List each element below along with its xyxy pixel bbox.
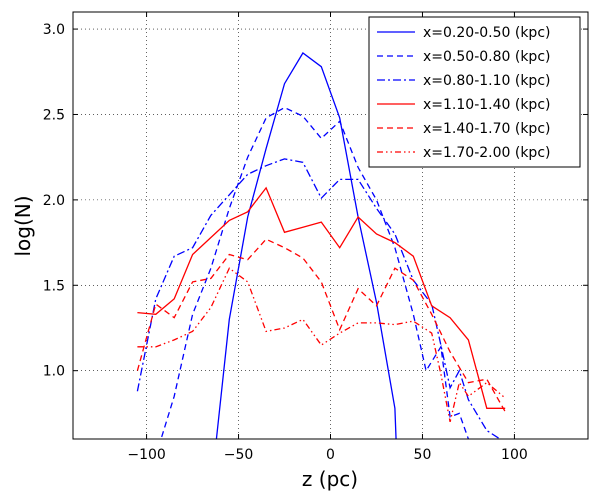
y-tick-label: 3.0 bbox=[43, 22, 65, 38]
legend-label: x=0.80-1.10 (kpc) bbox=[423, 73, 550, 89]
y-tick-label: 1.5 bbox=[43, 278, 65, 294]
series-line-1 bbox=[215, 52, 397, 439]
legend-label: x=1.40-1.70 (kpc) bbox=[423, 121, 550, 137]
y-tick-label: 2.5 bbox=[43, 107, 65, 123]
x-tick-label: −50 bbox=[224, 447, 254, 463]
y-tick-label: 2.0 bbox=[43, 193, 65, 209]
y-tick-label: 1.0 bbox=[43, 364, 65, 380]
x-tick-label: 100 bbox=[501, 447, 528, 463]
series-lines bbox=[136, 52, 506, 439]
legend-label: x=1.70-2.00 (kpc) bbox=[423, 145, 550, 161]
legend-label: x=0.20-0.50 (kpc) bbox=[423, 25, 550, 41]
axis-ticks: −100 −50 0 50 100 1.0 1.5 2.0 2.5 3.0 bbox=[43, 12, 588, 463]
series-line-3 bbox=[136, 158, 502, 439]
series-line-4 bbox=[137, 186, 506, 409]
x-tick-label: −100 bbox=[127, 447, 165, 463]
series-line-5 bbox=[136, 238, 506, 413]
x-tick-label: 0 bbox=[326, 447, 335, 463]
legend-label: x=1.10-1.40 (kpc) bbox=[423, 97, 550, 113]
legend-box bbox=[368, 16, 581, 168]
y-axis-label: log(N) bbox=[11, 195, 35, 256]
series-line-6 bbox=[137, 267, 506, 423]
legend-label: x=0.50-0.80 (kpc) bbox=[423, 49, 550, 65]
legend: x=0.20-0.50 (kpc) x=0.50-0.80 (kpc) x=0.80… bbox=[368, 16, 581, 168]
x-tick-label: 50 bbox=[414, 447, 432, 463]
x-axis-label: z (pc) bbox=[302, 467, 358, 491]
series-line-2 bbox=[160, 106, 470, 439]
